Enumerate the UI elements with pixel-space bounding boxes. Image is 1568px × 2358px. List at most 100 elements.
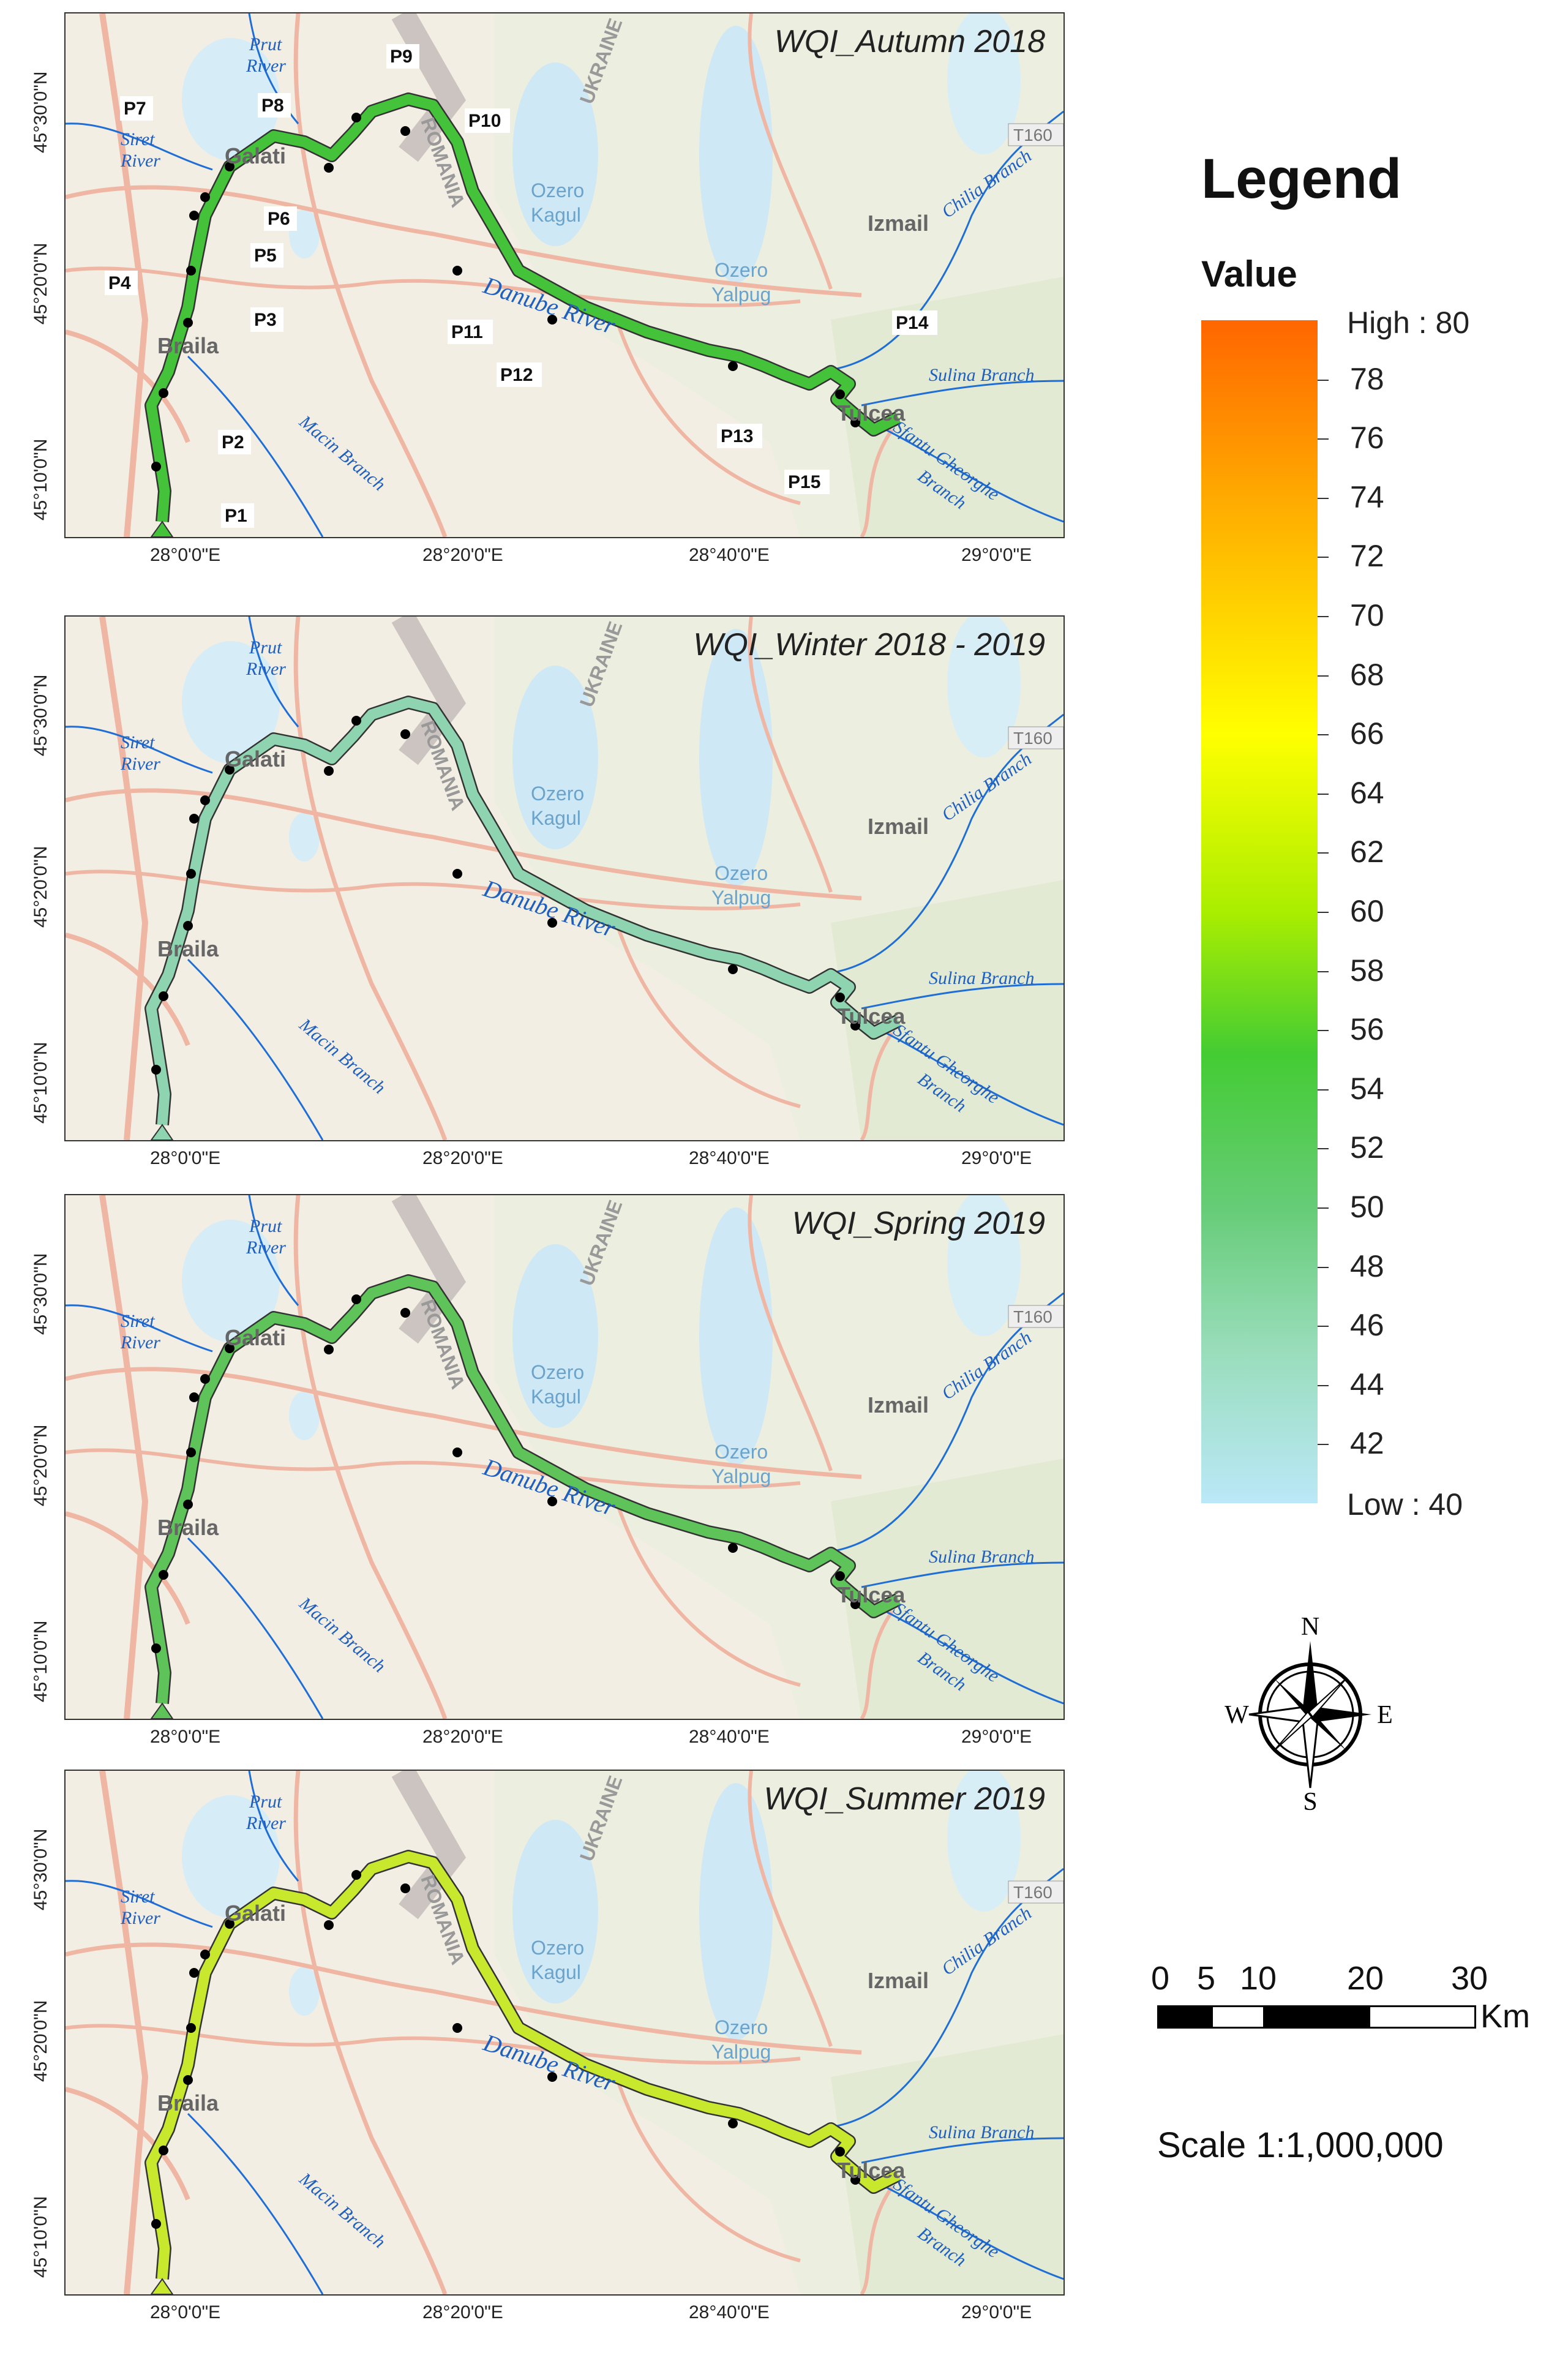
lat-label-30: 45°30'0"N	[31, 71, 51, 153]
svg-text:T160: T160	[1013, 729, 1052, 748]
map-basemap: Prut River Siret River Galati Braila Dan…	[66, 617, 1063, 1140]
sample-point-marker	[200, 795, 210, 805]
svg-text:P2: P2	[222, 432, 244, 452]
sample-point-marker	[835, 2147, 845, 2157]
sample-point-marker	[225, 1919, 234, 1929]
sample-point-marker	[186, 869, 196, 879]
sample-point-marker	[200, 1374, 210, 1384]
lon-label-28-40: 28°40'0"E	[689, 1148, 770, 1168]
legend-tick	[1318, 379, 1329, 381]
point-label: P7	[120, 96, 153, 121]
sample-point-marker	[186, 2023, 196, 2033]
point-label: P4	[105, 271, 138, 295]
svg-text:T160: T160	[1013, 1883, 1052, 1902]
sample-point-marker	[189, 814, 199, 824]
svg-text:Izmail: Izmail	[868, 1392, 929, 1417]
lon-label-28-0: 28°0'0"E	[150, 1148, 221, 1168]
scale-text: Scale 1:1,000,000	[1157, 2125, 1444, 2165]
svg-text:River: River	[246, 659, 286, 679]
lat-label-20: 45°20'0"N	[31, 1424, 51, 1506]
legend-value-label: Value	[1201, 253, 1297, 295]
legend-tick	[1318, 616, 1329, 617]
svg-text:Ozero: Ozero	[715, 862, 768, 884]
panel-title: WQI_Summer 2019	[763, 1781, 1046, 1817]
svg-text:Tulcea: Tulcea	[837, 400, 906, 426]
sample-point-marker	[186, 266, 196, 276]
legend-tick	[1318, 1266, 1329, 1268]
scale-unit: Km	[1480, 1998, 1530, 2035]
svg-text:Ozero: Ozero	[715, 2016, 768, 2038]
svg-text:Sulina Branch: Sulina Branch	[929, 2122, 1035, 2142]
lon-label-28-20: 28°20'0"E	[422, 2302, 503, 2322]
lon-label-28-40: 28°40'0"E	[689, 545, 770, 565]
svg-text:Kagul: Kagul	[531, 807, 581, 829]
svg-text:Ozero: Ozero	[531, 1361, 584, 1383]
sample-point-marker	[324, 1920, 334, 1930]
sample-point-marker	[400, 1883, 410, 1893]
svg-text:P6: P6	[268, 209, 290, 229]
svg-text:P1: P1	[225, 506, 247, 526]
svg-text:River: River	[120, 1332, 160, 1353]
svg-text:Braila: Braila	[157, 333, 219, 358]
legend-tick	[1318, 793, 1329, 795]
sample-point-marker	[159, 2146, 168, 2155]
lat-label-20: 45°20'0"N	[31, 2000, 51, 2082]
sample-point-marker	[351, 1870, 361, 1880]
compass-e: E	[1377, 1701, 1393, 1729]
point-label: P13	[717, 424, 762, 448]
legend-tick-label: 68	[1350, 657, 1384, 692]
scale-tick-20: 20	[1347, 1960, 1384, 1997]
sample-point-marker	[728, 361, 738, 371]
svg-text:Galati: Galati	[225, 1325, 286, 1350]
legend-tick	[1318, 1384, 1329, 1386]
svg-text:T160: T160	[1013, 126, 1052, 145]
lon-label-29-0: 29°0'0"E	[961, 1727, 1032, 1747]
sample-point-marker	[189, 1392, 199, 1402]
svg-text:Siret: Siret	[121, 732, 155, 753]
sample-point-marker	[728, 2119, 738, 2128]
legend-tick-label: 44	[1350, 1367, 1384, 1402]
lat-label-30: 45°30'0"N	[31, 1253, 51, 1335]
point-label: P9	[386, 44, 419, 69]
legend-tick-label: 62	[1350, 835, 1384, 869]
svg-text:River: River	[246, 1237, 286, 1258]
scale-tick-10: 10	[1240, 1960, 1277, 1997]
svg-text:Siret: Siret	[121, 1311, 155, 1331]
legend-tick-label: 48	[1350, 1248, 1384, 1283]
sample-point-marker	[151, 2219, 161, 2229]
map-basemap: Prut River Siret River Galati Braila Dan…	[66, 13, 1063, 537]
point-label: P2	[218, 430, 251, 454]
lon-label-28-40: 28°40'0"E	[689, 2302, 770, 2322]
sample-point-marker	[159, 388, 168, 398]
svg-text:Ozero: Ozero	[715, 1441, 768, 1463]
point-label: P3	[250, 307, 283, 332]
legend-tick-label: 54	[1350, 1071, 1384, 1106]
sample-point-marker	[850, 2175, 860, 2185]
legend-tick	[1318, 971, 1329, 972]
sample-point-marker	[452, 266, 462, 276]
svg-text:Ozero: Ozero	[531, 179, 584, 201]
lat-label-10: 45°10'0"N	[31, 2196, 51, 2278]
svg-text:P7: P7	[124, 99, 146, 119]
svg-text:Tulcea: Tulcea	[837, 2158, 906, 2183]
legend-tick-label: 64	[1350, 775, 1384, 810]
svg-text:Ozero: Ozero	[531, 1937, 584, 1959]
legend-tick	[1318, 1207, 1329, 1209]
legend-tick-label: 42	[1350, 1426, 1384, 1461]
sample-point-marker	[835, 993, 845, 1002]
legend-tick-label: 46	[1350, 1308, 1384, 1343]
sample-point-marker	[200, 1950, 210, 1959]
point-label: P6	[264, 206, 297, 231]
legend-tick-label: 58	[1350, 953, 1384, 988]
sample-point-marker	[351, 113, 361, 122]
legend-tick	[1318, 438, 1329, 440]
compass-n: N	[1301, 1616, 1319, 1641]
sample-point-marker	[850, 1599, 860, 1609]
legend-tick	[1318, 1148, 1329, 1150]
svg-text:Galati: Galati	[225, 746, 286, 772]
legend-tick-label: 60	[1350, 894, 1384, 928]
sample-point-marker	[324, 766, 334, 776]
lon-label-29-0: 29°0'0"E	[961, 2302, 1032, 2322]
sample-point-marker	[452, 869, 462, 879]
sample-point-marker	[835, 389, 845, 399]
